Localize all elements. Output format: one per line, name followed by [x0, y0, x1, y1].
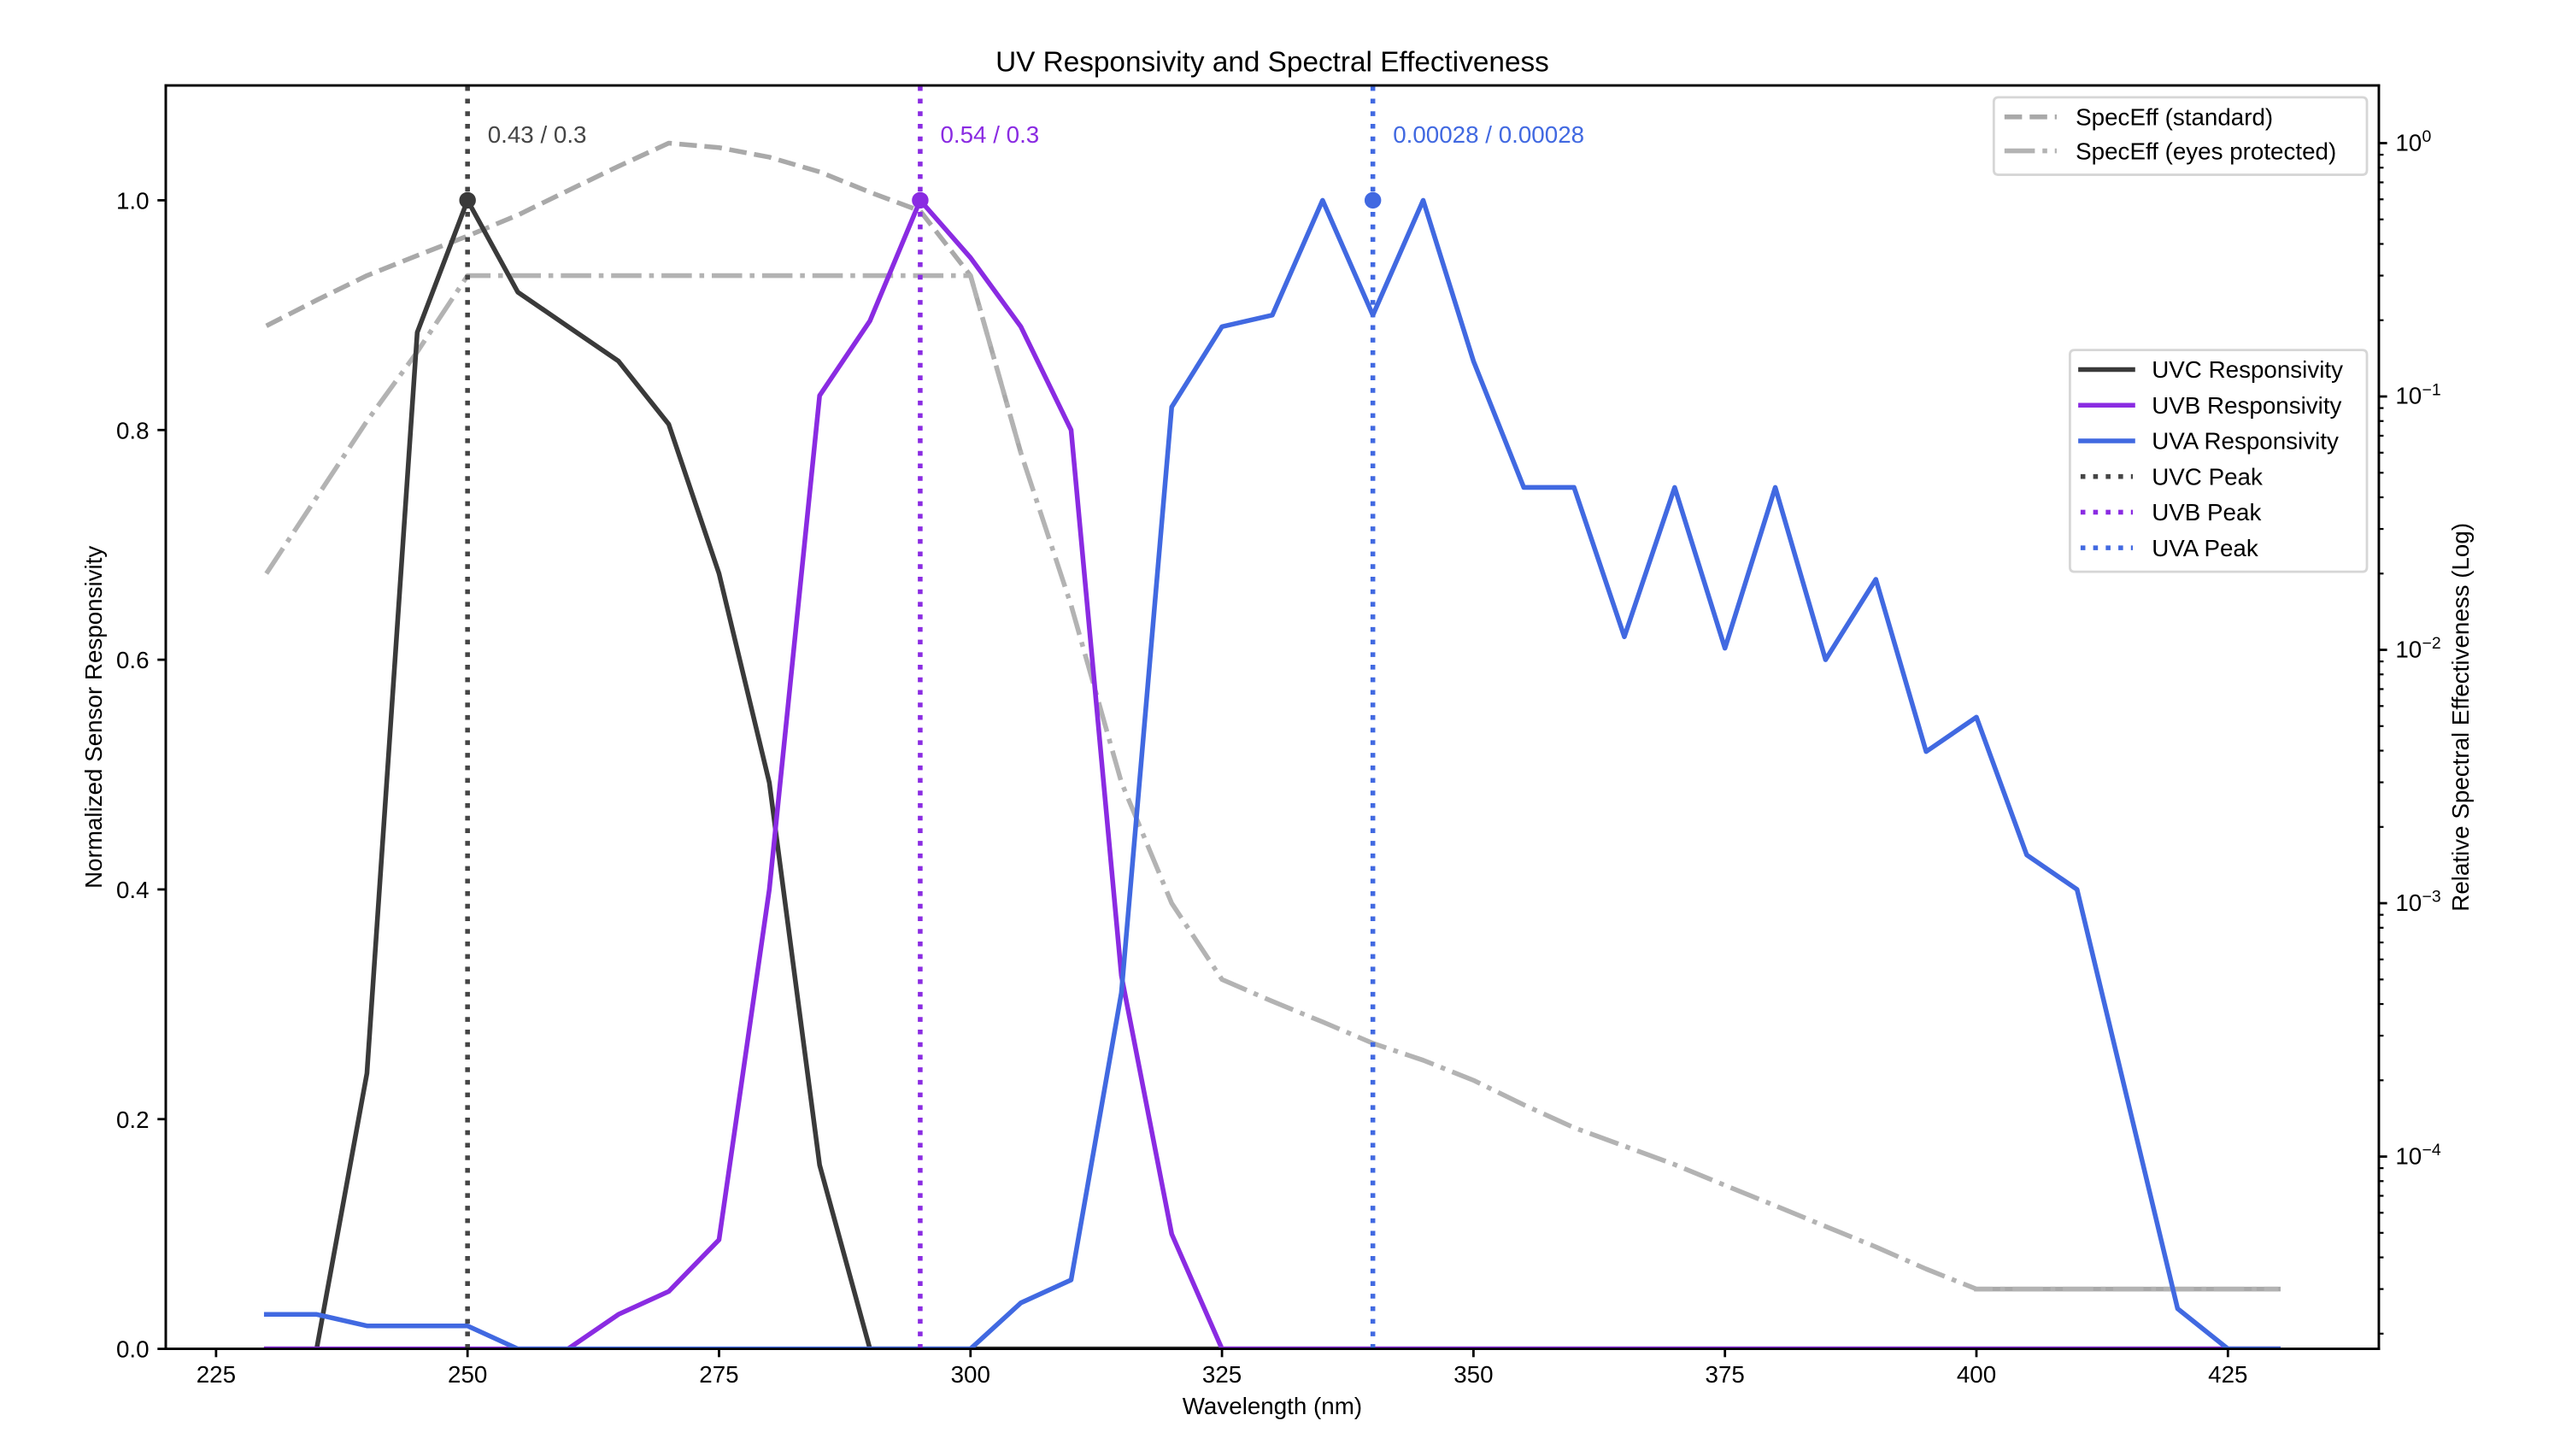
svg-text:UVC Peak: UVC Peak: [2152, 463, 2263, 490]
svg-text:1 0 −: 1 0 − 4: [2395, 1122, 2442, 1172]
svg-text:0.6: 0.6: [116, 647, 150, 673]
svg-text:0.2: 0.2: [116, 1107, 150, 1133]
svg-text:275: 275: [699, 1361, 738, 1388]
svg-text:0.54 / 0.3: 0.54 / 0.3: [940, 121, 1039, 148]
svg-text:225: 225: [197, 1361, 236, 1388]
svg-text:425: 425: [2208, 1361, 2247, 1388]
svg-text:Relative Spectral Effectivenes: Relative Spectral Effectiveness (Log): [2447, 523, 2474, 912]
svg-text:400: 400: [1957, 1361, 1996, 1388]
svg-text:250: 250: [448, 1361, 487, 1388]
svg-text:0.4: 0.4: [116, 877, 150, 903]
svg-text:0.43 / 0.3: 0.43 / 0.3: [488, 121, 587, 148]
svg-text:0.0: 0.0: [116, 1336, 150, 1363]
svg-text:UVB Responsivity: UVB Responsivity: [2152, 392, 2341, 419]
svg-text:UVB Peak: UVB Peak: [2152, 499, 2261, 525]
svg-text:Normalized Sensor Responsivity: Normalized Sensor Responsivity: [80, 546, 107, 889]
svg-text:375: 375: [1706, 1361, 1745, 1388]
svg-text:1 0 −: 1 0 − 2: [2395, 615, 2442, 666]
svg-text:350: 350: [1453, 1361, 1493, 1388]
svg-text:325: 325: [1202, 1361, 1242, 1388]
svg-text:1 0 −: 1 0 − 1: [2395, 361, 2442, 412]
svg-text:UVA Peak: UVA Peak: [2152, 535, 2258, 561]
svg-text:1.0: 1.0: [116, 187, 150, 214]
svg-text:1 0 0: 1 0 0: [2395, 117, 2432, 159]
svg-text:300: 300: [951, 1361, 990, 1388]
svg-text:0.00028 / 0.00028: 0.00028 / 0.00028: [1393, 121, 1584, 148]
svg-text:UVA Responsivity: UVA Responsivity: [2152, 428, 2339, 455]
svg-text:Wavelength (nm): Wavelength (nm): [1183, 1393, 1362, 1419]
svg-text:1 0 −: 1 0 − 3: [2395, 869, 2442, 919]
svg-text:UVC Responsivity: UVC Responsivity: [2152, 356, 2343, 383]
svg-text:SpecEff (eyes protected): SpecEff (eyes protected): [2076, 138, 2336, 164]
svg-text:0.8: 0.8: [116, 417, 150, 443]
svg-text:UV Responsivity and Spectral E: UV Responsivity and Spectral Effectivene…: [995, 46, 1549, 78]
svg-text:SpecEff (standard): SpecEff (standard): [2076, 104, 2273, 131]
